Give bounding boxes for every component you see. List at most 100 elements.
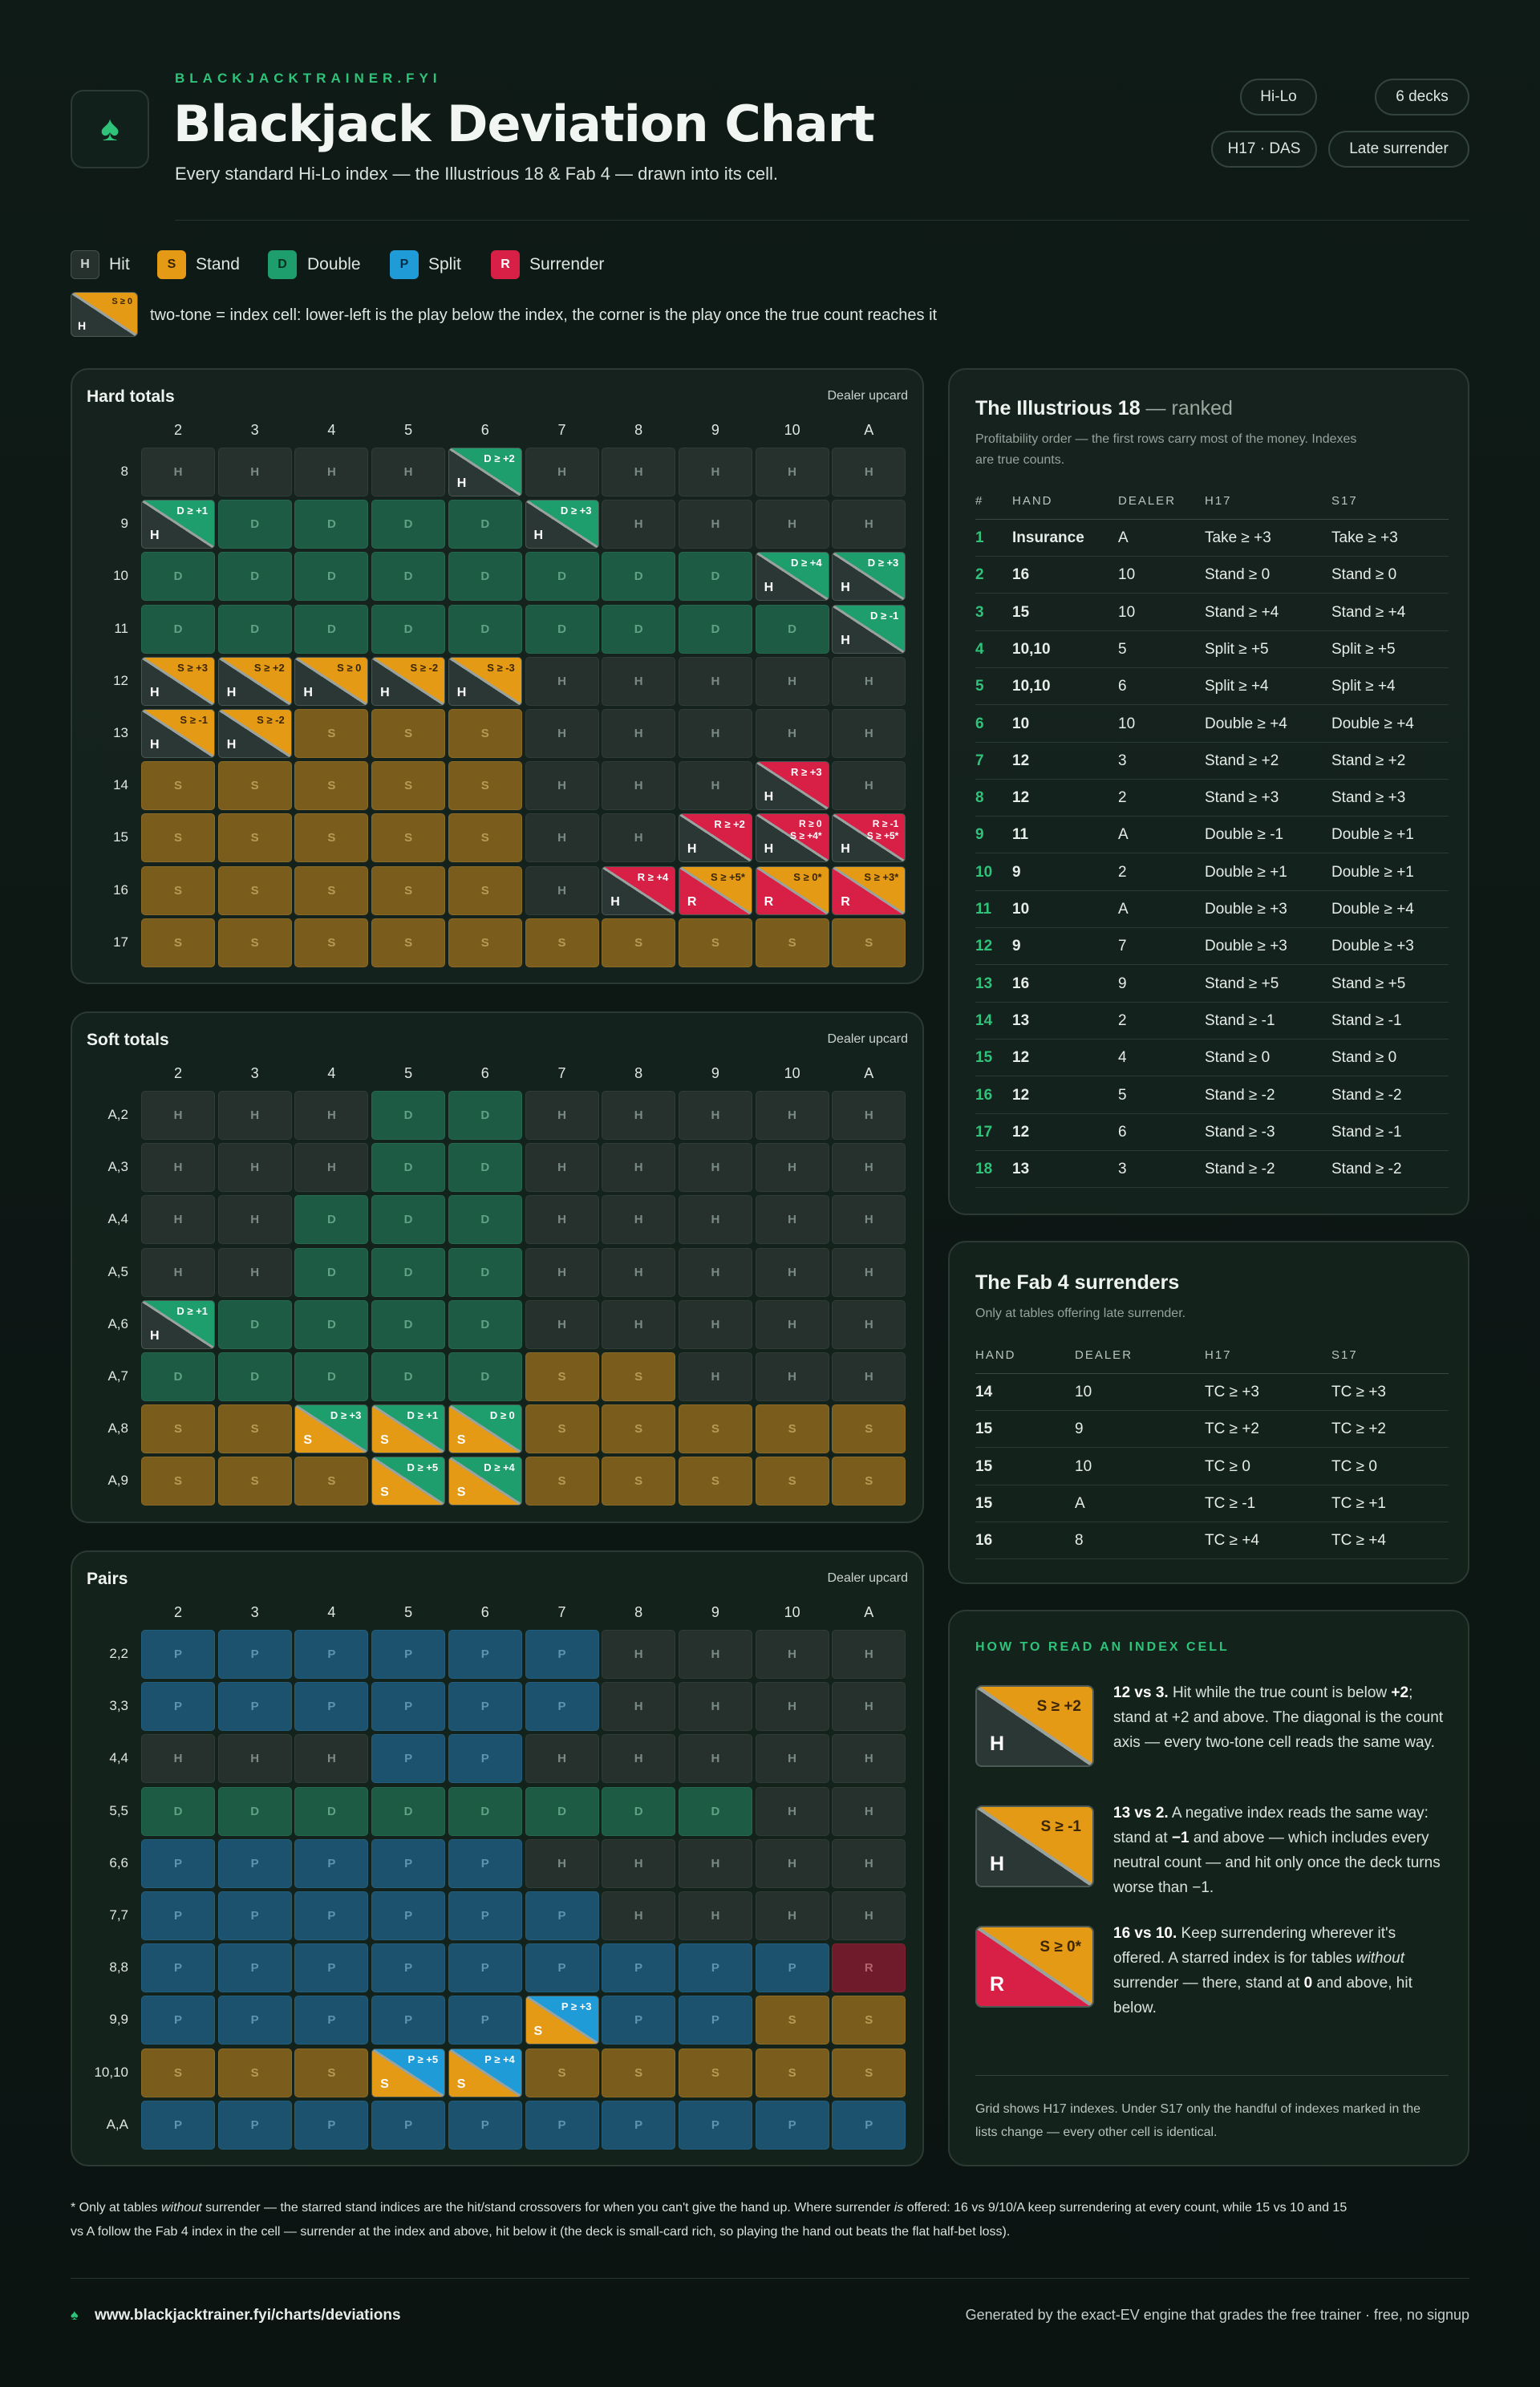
index-cell-high: D ≥ +5 <box>407 1461 439 1474</box>
dealer: 2 <box>1118 789 1127 807</box>
index-cell: S D ≥ 0 <box>448 1404 522 1454</box>
fab4-row: 14 10 TC ≥ +3 TC ≥ +3 <box>975 1374 1449 1411</box>
footnote-i2: is <box>894 2201 904 2215</box>
play-cell: D <box>294 1352 369 1401</box>
dealer-upcard-6: 6 <box>480 1604 489 1620</box>
dealer-upcard-10: 10 <box>784 1065 800 1081</box>
legend-hit-label: Hit <box>109 255 130 274</box>
hard-totals-caption: Dealer upcard <box>827 389 909 403</box>
index-cell-high: D ≥ 0 <box>489 1409 515 1422</box>
play-cell: P <box>448 1891 522 1940</box>
play-cell: H <box>525 1195 599 1245</box>
play-cell: D <box>525 1786 599 1836</box>
play-cell: S <box>448 761 522 811</box>
play-cell: D <box>678 604 752 654</box>
ill-header-rule <box>975 519 1449 520</box>
index-cell-low: S <box>303 1433 313 1448</box>
illustrious-row: 4 10,10 5 Split ≥ +5 Split ≥ +5 <box>975 631 1449 668</box>
play-cell: D <box>141 552 215 602</box>
illustrious-row: 15 12 4 Stand ≥ 0 Stand ≥ 0 <box>975 1040 1449 1077</box>
play-cell: S <box>141 761 215 811</box>
index-cell-high: D ≥ +1 <box>407 1409 439 1422</box>
play-cell: H <box>525 761 599 811</box>
legend-example-high: S ≥ 0 <box>111 297 132 306</box>
play-cell: P <box>217 2100 292 2150</box>
play-cell: S <box>678 2048 752 2097</box>
dealer-upcard-6: 6 <box>480 422 489 438</box>
play-cell: H <box>602 1734 676 1784</box>
play-cell: H <box>832 1247 906 1297</box>
illustrious-caption-2: are true counts. <box>975 453 1065 467</box>
play-cell: H <box>678 1630 752 1679</box>
footer-url-link[interactable]: www.blackjacktrainer.fyi/charts/deviatio… <box>95 2307 401 2324</box>
illustrious-row: 5 10,10 6 Split ≥ +4 Split ≥ +4 <box>975 668 1449 706</box>
fab4-row: 15 9 TC ≥ +2 TC ≥ +2 <box>975 1411 1449 1449</box>
h17-index: TC ≥ -1 <box>1205 1494 1256 1512</box>
play-cell: D <box>217 1352 292 1401</box>
how-example-3-t3: and above, hit below. <box>1113 1975 1412 2016</box>
play-cell: D <box>755 604 829 654</box>
play-cell: P <box>448 1682 522 1732</box>
play-cell: D <box>294 1195 369 1245</box>
s17-index: TC ≥ +1 <box>1331 1494 1386 1512</box>
index-cell: H S ≥ -2 <box>217 709 292 758</box>
play-cell: H <box>602 1682 676 1732</box>
play-cell: D <box>141 604 215 654</box>
index-cell-low: H <box>303 685 313 699</box>
play-cell: P <box>755 1943 829 1993</box>
hand: 15 <box>975 1420 993 1438</box>
dealer-upcard-4: 4 <box>327 422 336 438</box>
play-cell: H <box>294 1091 369 1140</box>
hand: 10,10 <box>1012 678 1051 695</box>
play-cell: S <box>294 761 369 811</box>
index-cell-high: D ≥ +4 <box>484 1461 515 1474</box>
how-note: Grid shows H17 indexes. Under S17 only t… <box>975 2102 1420 2139</box>
play-cell: D <box>448 1091 522 1140</box>
play-cell: S <box>448 865 522 915</box>
play-cell: P <box>448 1838 522 1888</box>
index-cell: H S ≥ +2 <box>217 656 292 706</box>
index-cell-high: S ≥ 0 <box>337 661 362 674</box>
play-cell: H <box>832 1786 906 1836</box>
dealer-upcard-4: 4 <box>327 1065 336 1081</box>
play-cell: H <box>755 1352 829 1401</box>
rank: 16 <box>975 1086 993 1104</box>
footnote-p2: surrender — the starred stand indices ar… <box>201 2201 894 2215</box>
s17-index: Stand ≥ -2 <box>1331 1161 1402 1178</box>
legend-surrender-swatch: R <box>491 250 520 279</box>
fab4-header-dealer: DEALER <box>1075 1348 1133 1362</box>
play-cell: D <box>371 1091 446 1140</box>
hand: 12 <box>1012 752 1030 769</box>
row-label-8-8: 8,8 <box>109 1959 128 1976</box>
play-cell: D <box>371 1195 446 1245</box>
index-cell-low: H <box>841 581 850 595</box>
index-cell: H R ≥ +4 <box>602 865 676 915</box>
play-cell: H <box>217 1247 292 1297</box>
dealer-upcard-8: 8 <box>634 422 643 438</box>
play-cell: D <box>448 1143 522 1193</box>
index-cell-high: D ≥ +1 <box>176 1304 208 1317</box>
play-cell: H <box>602 1247 676 1297</box>
how-example-3-lead: 16 vs 10. <box>1113 1925 1177 1942</box>
play-cell: D <box>371 1247 446 1297</box>
legend-hit-swatch: H <box>71 250 99 279</box>
row-label-10-10: 10,10 <box>94 2064 128 2080</box>
rank: 9 <box>975 826 984 844</box>
play-cell: P <box>294 1996 369 2045</box>
h17-index: Double ≥ -1 <box>1205 826 1284 844</box>
play-cell: D <box>602 1786 676 1836</box>
play-cell: H <box>755 1630 829 1679</box>
pairs-caption: Dealer upcard <box>827 1571 909 1585</box>
play-cell: H <box>755 656 829 706</box>
fab4-row: 15 10 TC ≥ 0 TC ≥ 0 <box>975 1449 1449 1485</box>
play-cell: H <box>832 448 906 496</box>
footer-spade-icon: ♠ <box>71 2307 79 2323</box>
hand: 12 <box>1012 1123 1030 1141</box>
how-example-2-t1: A negative index reads the same way: sta… <box>1113 1805 1429 1846</box>
play-cell: H <box>678 1299 752 1349</box>
play-cell: P <box>525 1630 599 1679</box>
play-cell: H <box>525 656 599 706</box>
play-cell: D <box>448 1299 522 1349</box>
play-cell: S <box>217 2048 292 2097</box>
row-label-16: 16 <box>113 881 128 898</box>
